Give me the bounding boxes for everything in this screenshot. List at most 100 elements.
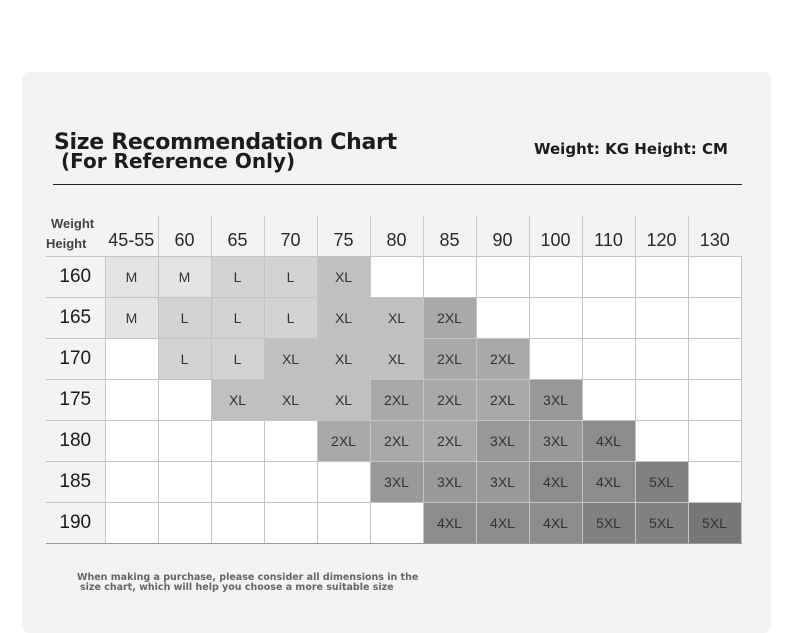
size-cell: 2XL xyxy=(369,378,424,421)
size-cell: 2XL xyxy=(422,378,477,421)
weight-header-cell: 110 xyxy=(581,216,635,256)
size-cell: M xyxy=(104,296,159,339)
weight-header-cell: 85 xyxy=(422,216,476,256)
weight-header-row: Weight Height 45-55 60 65 70 75 80 85 90 100 110 1… xyxy=(46,216,741,256)
table-row: 190 4XL 4XL 4XL 5XL 5XL 5XL xyxy=(46,501,742,544)
size-cell xyxy=(369,501,424,544)
size-cell xyxy=(634,296,689,339)
size-cell: XL xyxy=(316,378,371,421)
size-cell xyxy=(475,255,530,298)
note-line-1: When making a purchase, please consider … xyxy=(77,572,419,583)
purchase-note: When making a purchase, please consider … xyxy=(77,573,477,593)
weight-header-cell: 100 xyxy=(528,216,582,256)
header-divider xyxy=(53,184,742,185)
size-cell: XL xyxy=(263,337,318,380)
size-cell xyxy=(581,296,636,339)
size-cell: L xyxy=(210,337,265,380)
size-cell xyxy=(369,255,424,298)
size-cell: XL xyxy=(210,378,265,421)
size-cell: L xyxy=(157,337,212,380)
height-label: 160 xyxy=(46,255,106,298)
size-table: Weight Height 45-55 60 65 70 75 80 85 90 100 110 1… xyxy=(46,216,742,544)
size-cell xyxy=(157,460,212,503)
table-row: 170 L L XL XL XL 2XL 2XL xyxy=(46,337,742,380)
size-cell xyxy=(528,255,583,298)
corner-weight-label: Weight xyxy=(51,216,95,231)
size-cell: 5XL xyxy=(634,501,689,544)
height-label: 185 xyxy=(46,460,106,503)
size-cell: 3XL xyxy=(528,419,583,462)
size-cell: 5XL xyxy=(687,501,742,544)
size-cell xyxy=(634,255,689,298)
weight-header-cell: 65 xyxy=(210,216,264,256)
size-cell xyxy=(581,337,636,380)
size-cell: 2XL xyxy=(475,337,530,380)
size-cell xyxy=(528,337,583,380)
size-cell: 4XL xyxy=(475,501,530,544)
size-cell xyxy=(210,501,265,544)
size-cell: 3XL xyxy=(369,460,424,503)
size-cell xyxy=(263,419,318,462)
size-cell: M xyxy=(157,255,212,298)
size-cell: XL xyxy=(316,255,371,298)
size-cell: 5XL xyxy=(634,460,689,503)
size-cell: L xyxy=(157,296,212,339)
weight-header-cell: 120 xyxy=(634,216,688,256)
units-label: Weight: KG Height: CM xyxy=(534,140,728,158)
size-cell: 2XL xyxy=(369,419,424,462)
table-row: 180 2XL 2XL 2XL 3XL 3XL 4XL xyxy=(46,419,742,462)
size-table-body: 160 M M L L XL 165 M L L L XL XL 2XL 170 L L XL XL XL 2XL 2XL… xyxy=(46,255,742,544)
weight-header-cell: 90 xyxy=(475,216,529,256)
size-cell xyxy=(687,460,742,503)
size-cell: 4XL xyxy=(581,460,636,503)
size-cell: XL xyxy=(369,337,424,380)
note-line-2: size chart, which will help you choose a… xyxy=(80,582,394,593)
size-cell: 2XL xyxy=(422,296,477,339)
size-cell xyxy=(687,419,742,462)
size-cell xyxy=(581,255,636,298)
size-cell: 5XL xyxy=(581,501,636,544)
size-cell: 4XL xyxy=(581,419,636,462)
page-title: Size Recommendation Chart xyxy=(54,130,397,155)
size-cell xyxy=(104,378,159,421)
size-cell xyxy=(316,460,371,503)
size-cell xyxy=(528,296,583,339)
size-cell: 3XL xyxy=(475,460,530,503)
size-cell xyxy=(104,337,159,380)
table-row: 185 3XL 3XL 3XL 4XL 4XL 5XL xyxy=(46,460,742,503)
table-row: 165 M L L L XL XL 2XL xyxy=(46,296,742,339)
size-cell: XL xyxy=(316,337,371,380)
height-label: 175 xyxy=(46,378,106,421)
weight-header-cell: 45-55 xyxy=(108,229,155,250)
size-cell xyxy=(687,296,742,339)
size-cell: 4XL xyxy=(528,460,583,503)
weight-header-cell: 130 xyxy=(687,216,741,256)
height-label: 165 xyxy=(46,296,106,339)
height-label: 190 xyxy=(46,501,106,544)
weight-header-cell: 60 xyxy=(157,216,211,256)
size-cell: L xyxy=(263,296,318,339)
size-cell xyxy=(422,255,477,298)
size-cell xyxy=(157,501,212,544)
size-cell xyxy=(157,419,212,462)
size-cell: L xyxy=(210,255,265,298)
height-label: 180 xyxy=(46,419,106,462)
size-cell xyxy=(210,460,265,503)
size-cell xyxy=(104,501,159,544)
size-cell xyxy=(316,501,371,544)
weight-header-cell: 75 xyxy=(316,216,370,256)
weight-header-cell: 80 xyxy=(369,216,423,256)
size-cell xyxy=(634,419,689,462)
size-cell xyxy=(157,378,212,421)
size-cell xyxy=(104,419,159,462)
size-cell: XL xyxy=(263,378,318,421)
table-row: 175 XL XL XL 2XL 2XL 2XL 3XL xyxy=(46,378,742,421)
size-cell xyxy=(687,255,742,298)
size-cell xyxy=(687,378,742,421)
size-cell xyxy=(263,460,318,503)
size-cell: 3XL xyxy=(422,460,477,503)
size-cell xyxy=(634,378,689,421)
size-cell: 4XL xyxy=(422,501,477,544)
size-cell: L xyxy=(210,296,265,339)
table-row: 160 M M L L XL xyxy=(46,255,742,298)
